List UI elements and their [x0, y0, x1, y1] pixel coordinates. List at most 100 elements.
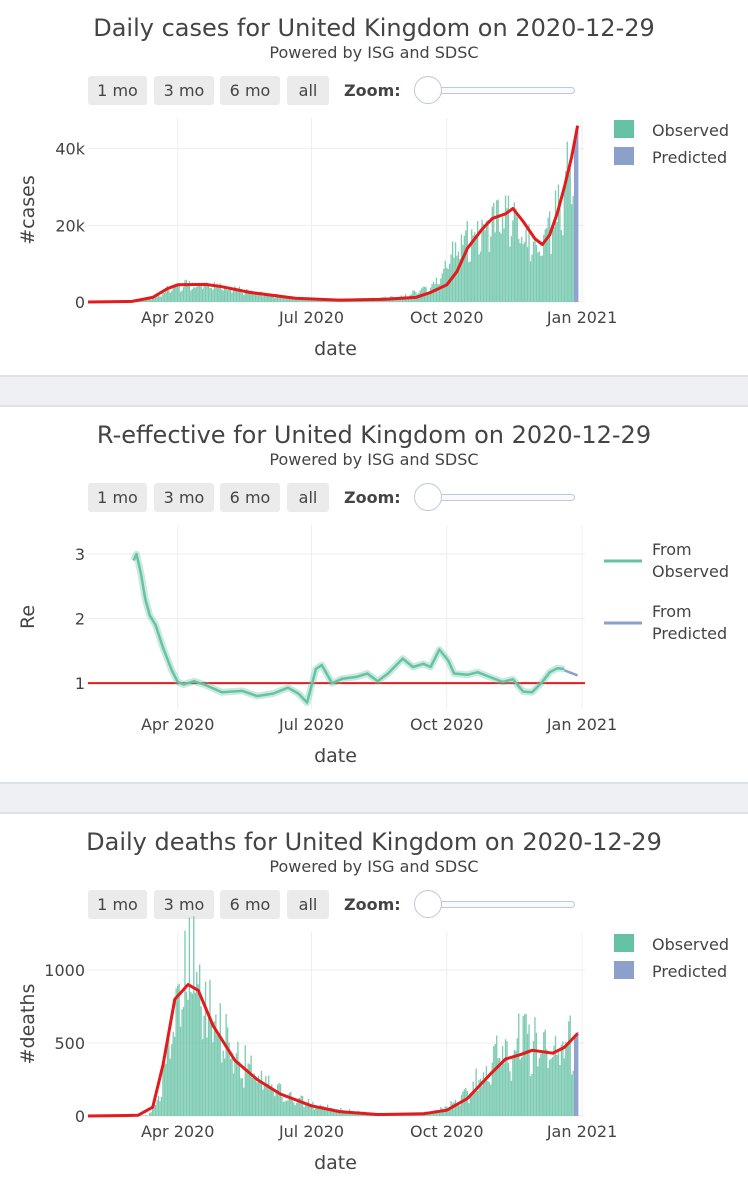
observed-bar	[235, 287, 238, 302]
observed-series-line	[132, 552, 565, 704]
range-all-button[interactable]: all	[287, 76, 329, 105]
observed-bar	[176, 985, 179, 1116]
observed-bar	[481, 219, 483, 302]
observed-bar	[532, 1040, 535, 1116]
zoom-slider-handle[interactable]	[414, 483, 442, 511]
legend-swatch	[614, 934, 634, 952]
observed-bar	[153, 1104, 155, 1116]
predicted-bar	[573, 1034, 576, 1116]
observed-bar	[224, 1058, 226, 1116]
observed-bar	[301, 1096, 304, 1116]
observed-bar	[546, 228, 548, 302]
observed-bar	[274, 298, 276, 302]
observed-bar	[510, 1080, 513, 1116]
y-tick-label: 0	[75, 293, 85, 312]
observed-bar	[278, 295, 280, 302]
observed-bar	[157, 1095, 160, 1116]
observed-bar	[493, 1046, 495, 1116]
x-tick-label: Jan 2021	[546, 308, 617, 327]
observed-bar	[172, 285, 174, 302]
observed-bar	[238, 286, 241, 302]
range-1mo-button[interactable]: 1 mo	[88, 483, 147, 512]
range-3mo-button[interactable]: 3 mo	[154, 483, 214, 512]
observed-bar	[262, 296, 264, 302]
observed-bar	[301, 298, 304, 302]
observed-bar	[181, 290, 183, 302]
observed-bar	[221, 289, 223, 302]
range-3mo-button[interactable]: 3 mo	[154, 890, 214, 919]
observed-bar	[290, 297, 292, 302]
observed-bar	[504, 1039, 507, 1116]
observed-bar	[324, 1107, 326, 1116]
observed-bar	[334, 1110, 336, 1116]
zoom-label: Zoom:	[344, 895, 401, 914]
predicted-bar	[575, 1033, 577, 1116]
observed-bar	[287, 297, 289, 302]
observed-bar	[204, 981, 207, 1116]
observed-bar	[188, 280, 191, 302]
observed-bar	[165, 291, 167, 302]
observed-bar	[468, 1103, 470, 1116]
observed-bar	[153, 297, 155, 302]
zoom-slider-handle[interactable]	[414, 890, 442, 918]
predicted-series-line	[563, 669, 579, 677]
observed-bar	[531, 254, 533, 302]
legend-label: Predicted	[652, 148, 727, 167]
observed-bar	[291, 1100, 293, 1116]
observed-bar	[159, 1101, 161, 1116]
observed-bar	[531, 1074, 533, 1116]
range-all-button[interactable]: all	[287, 890, 329, 919]
observed-bar	[518, 1013, 520, 1116]
observed-bar	[287, 1100, 289, 1116]
observed-bar	[199, 283, 201, 302]
range-all-button[interactable]: all	[287, 483, 329, 512]
observed-bar	[443, 1109, 445, 1116]
observed-bar	[451, 241, 454, 302]
cases-panel: Daily cases for United Kingdom on 2020-1…	[0, 0, 748, 375]
observed-bar	[187, 285, 189, 302]
observed-bar	[457, 251, 460, 302]
zoom-slider-handle[interactable]	[414, 76, 442, 104]
observed-bar	[569, 168, 571, 302]
observed-bar	[168, 1034, 170, 1116]
observed-bar	[265, 1075, 267, 1116]
observed-bar	[304, 299, 307, 302]
observed-bar	[503, 1063, 505, 1116]
chart-title: R-effective for United Kingdom on 2020-1…	[96, 421, 652, 449]
observed-bar	[303, 299, 305, 302]
observed-bar	[260, 1070, 263, 1116]
x-tick-label: Oct 2020	[410, 308, 483, 327]
observed-bar	[260, 291, 263, 302]
observed-bar	[285, 297, 288, 302]
range-6mo-button[interactable]: 6 mo	[220, 76, 280, 105]
observed-bar	[162, 291, 164, 302]
observed-bar	[546, 1049, 548, 1116]
observed-bar	[299, 1098, 301, 1116]
x-tick-label: Jul 2020	[278, 1122, 344, 1141]
y-tick-label: 20k	[55, 216, 85, 235]
observed-bar	[200, 1006, 202, 1116]
observed-bar	[268, 295, 270, 302]
observed-bar	[321, 1106, 323, 1116]
range-6mo-button[interactable]: 6 mo	[220, 483, 280, 512]
y-tick-label: 1	[75, 674, 85, 693]
observed-bar	[224, 286, 226, 302]
observed-bar	[207, 1016, 210, 1116]
observed-bar	[209, 979, 211, 1116]
observed-bar	[407, 296, 410, 302]
range-3mo-button[interactable]: 3 mo	[154, 76, 214, 105]
observed-bar	[184, 280, 186, 302]
observed-bar	[231, 1052, 233, 1116]
observed-bar	[472, 1081, 474, 1116]
observed-bar	[560, 230, 563, 302]
observed-bar	[294, 1105, 296, 1116]
observed-bar	[197, 984, 199, 1116]
range-1mo-button[interactable]: 1 mo	[88, 76, 147, 105]
range-6mo-button[interactable]: 6 mo	[220, 890, 280, 919]
range-1mo-button[interactable]: 1 mo	[88, 890, 147, 919]
observed-bar	[282, 1101, 285, 1116]
observed-bar	[194, 287, 196, 302]
legend-label: Observed	[652, 935, 729, 954]
observed-bar	[178, 284, 180, 302]
observed-bar	[191, 993, 193, 1116]
